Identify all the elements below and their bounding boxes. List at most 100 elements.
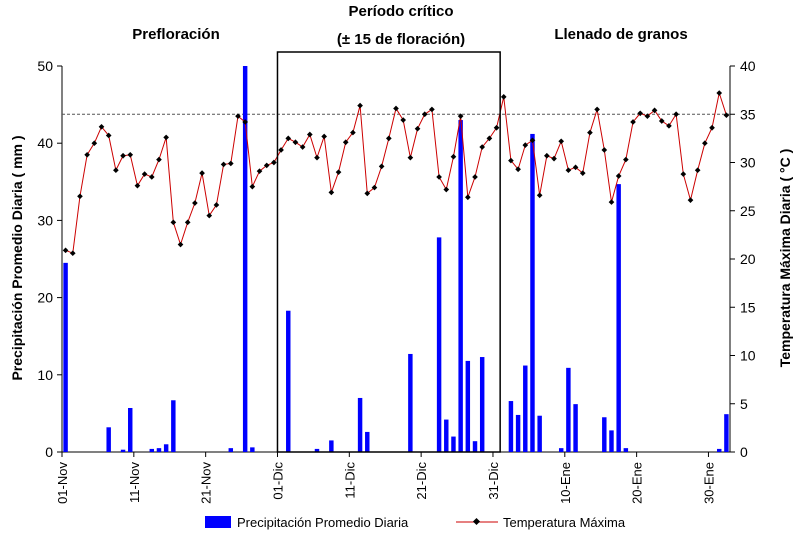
temperature-point [199, 170, 205, 176]
temperature-point [493, 124, 500, 131]
precipitation-bar [716, 448, 722, 452]
precipitation-bar [286, 310, 291, 452]
temperature-point [464, 194, 471, 201]
temperature-point [156, 156, 162, 163]
temperature-point [105, 132, 112, 139]
temperature-point [608, 199, 615, 205]
temperature-point [206, 212, 213, 219]
temperature-point [421, 111, 428, 118]
temperature-point [77, 193, 83, 200]
legend-label-precipitacion: Precipitación Promedio Diaria [237, 515, 409, 530]
right-tick-label: 20 [740, 251, 756, 267]
plot-area: 0 10 20 30 40 50 0 5 10 15 20 25 30 35 40 01-Nov 11-Nov 2… [37, 51, 756, 504]
temperature-point [328, 189, 335, 196]
precipitation-bar [472, 441, 478, 452]
x-tick-label: 01-Nov [55, 462, 70, 504]
temperature-point [522, 142, 529, 148]
temperature-point [213, 202, 220, 208]
temperature-point [393, 105, 399, 112]
precipitation-bar [149, 448, 155, 452]
temperature-point [673, 111, 679, 118]
temperature-point [479, 144, 486, 150]
precipitation-bar [616, 184, 621, 452]
temperature-point [508, 157, 514, 164]
right-tick-label: 25 [740, 203, 756, 219]
temperature-point [536, 192, 543, 199]
precipitation-bar [314, 448, 320, 452]
temperature-point [148, 174, 155, 180]
temperature-point [321, 133, 328, 140]
temperature-point [601, 147, 608, 153]
temperature-point [170, 219, 177, 226]
precipitation-bar [250, 447, 255, 452]
right-tick-label: 10 [740, 348, 756, 364]
temperature-point [529, 137, 536, 144]
temperature-point [134, 182, 141, 189]
precipitation-bar [228, 448, 234, 452]
temperature-point [436, 174, 442, 180]
temperature-point [429, 106, 435, 113]
temperature-point [558, 138, 565, 145]
temperature-point [113, 167, 119, 174]
legend-marker-temperatura [472, 517, 481, 526]
precipitation-bar [436, 237, 442, 452]
precipitation-bar [479, 357, 485, 452]
temperature-point [457, 113, 464, 120]
precipitation-bar [242, 66, 248, 452]
temperature-point [572, 164, 579, 171]
temperature-point [306, 131, 313, 138]
temperature-line [65, 91, 727, 254]
left-tick-label: 40 [37, 135, 53, 151]
precipitation-bar [365, 431, 370, 452]
precipitation-bar [623, 448, 629, 452]
precipitation-bar [530, 133, 535, 452]
precipitation-bar [724, 414, 729, 452]
temperature-point [407, 154, 414, 161]
temperature-point [486, 135, 493, 142]
precipitation-bar [609, 430, 614, 452]
precipitation-bar [523, 365, 528, 452]
precipitation-bar [156, 448, 162, 452]
temperature-point [335, 169, 342, 175]
precipitation-bar [120, 449, 126, 452]
critical-period-box [276, 51, 501, 453]
temperature-point [515, 166, 521, 173]
phase-label-periodo-critico: Período crítico [348, 3, 453, 20]
x-tick-label: 01-Dic [270, 462, 285, 500]
right-tick-label: 30 [740, 155, 756, 171]
legend: Precipitación Promedio Diaria Temperatur… [205, 515, 626, 530]
left-tick-label: 10 [37, 367, 53, 383]
temperature-point [263, 162, 270, 169]
temperature-point [98, 123, 105, 130]
temperature-point [350, 129, 356, 136]
temperature-point [227, 160, 234, 167]
temperature-point [637, 110, 644, 117]
temperature-point [285, 135, 292, 142]
temperature-point [364, 190, 371, 197]
x-tick-label: 11-Dic [342, 462, 357, 499]
temperature-point [400, 117, 407, 123]
precipitation-bar [163, 444, 169, 452]
x-tick-label: 21-Nov [199, 462, 214, 504]
temperature-point [177, 241, 184, 248]
temperature-point [472, 174, 478, 180]
temperature-point [716, 90, 723, 96]
right-tick-label: 40 [740, 58, 756, 74]
temperature-point [443, 186, 450, 193]
temperature-point [242, 119, 248, 125]
precipitation-bar [444, 419, 449, 452]
precipitation-bar [566, 367, 571, 452]
temperature-point [184, 219, 191, 226]
precipitation-bar [458, 120, 463, 452]
left-tick-label: 0 [45, 444, 53, 460]
precipitation-bar [537, 415, 542, 452]
left-axis-label: Precipitación Promedio Diaria ( mm ) [9, 135, 25, 380]
precipitation-bar [508, 401, 514, 452]
temperature-point [378, 163, 385, 170]
temperature-point [544, 152, 550, 159]
temperature-point [84, 151, 90, 158]
temperature-point [314, 154, 320, 161]
temperature-point [141, 171, 148, 177]
left-tick-label: 50 [37, 58, 53, 74]
